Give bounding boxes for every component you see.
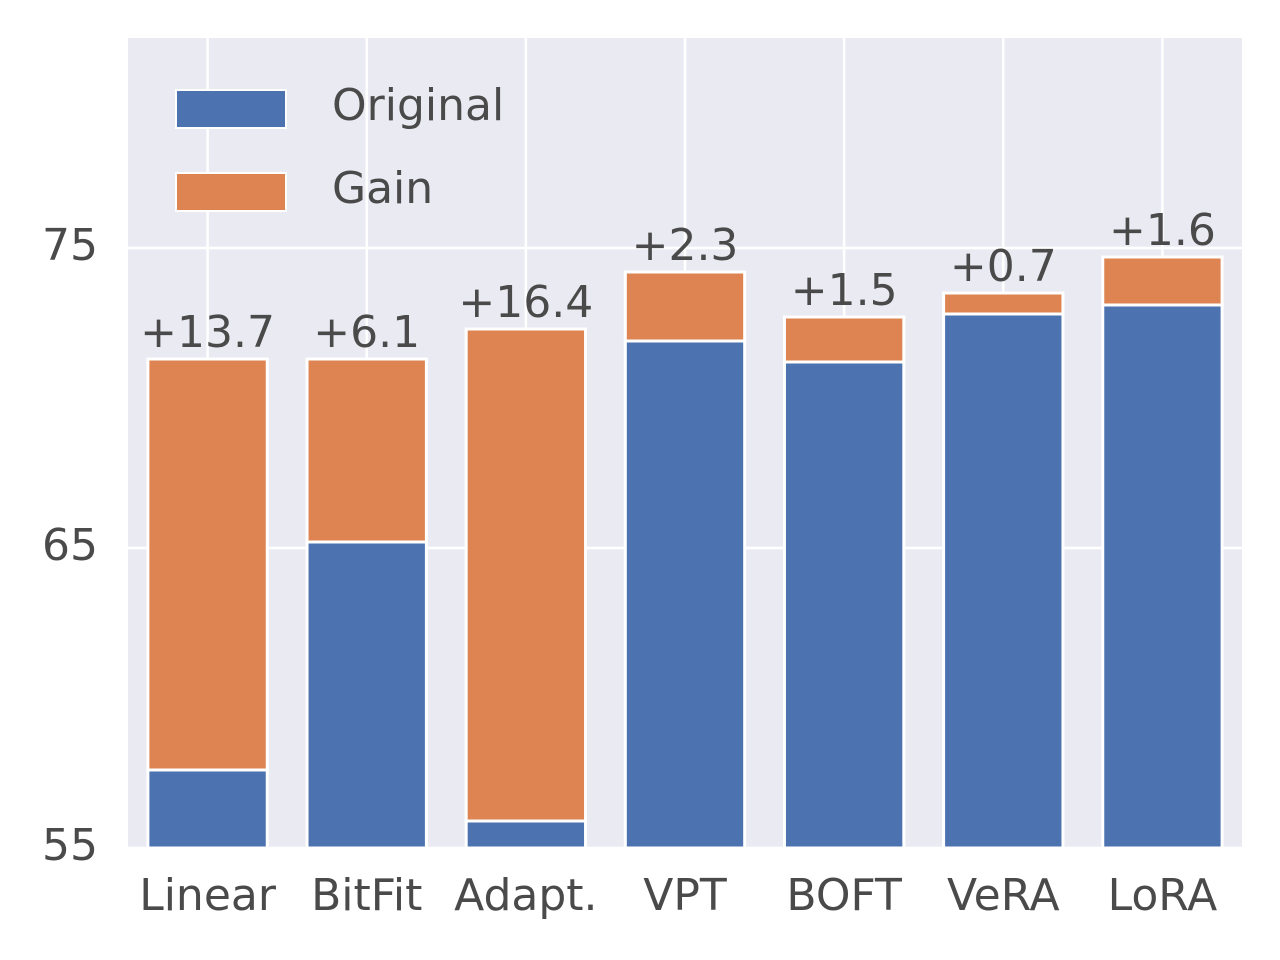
legend-swatch: [175, 89, 287, 129]
y-tick-label: 65: [42, 520, 98, 571]
value-label: +1.6: [1109, 205, 1216, 256]
x-tick-label: VeRA: [947, 870, 1060, 921]
bar-segment: [782, 360, 906, 850]
bar-segment: [464, 819, 588, 850]
bar-segment: [1101, 303, 1224, 850]
y-tick-label: 55: [42, 820, 98, 871]
legend-label: Gain: [332, 163, 433, 214]
bar-segment: [623, 270, 747, 343]
value-label: +1.5: [791, 265, 898, 316]
bar-segment: [146, 357, 269, 772]
x-tick-label: BOFT: [786, 870, 902, 921]
bar-segment: [146, 768, 269, 850]
bar-segment: [305, 357, 428, 544]
bar-segment: [305, 540, 428, 850]
value-label: +6.1: [313, 307, 420, 358]
x-tick-label: Linear: [139, 870, 277, 921]
bar-segment: [942, 312, 1065, 850]
value-label: +13.7: [140, 307, 275, 358]
value-label: +16.4: [458, 277, 593, 328]
bar-segment: [782, 315, 906, 364]
value-label: +0.7: [950, 241, 1057, 292]
y-tick-label: 75: [42, 220, 98, 271]
x-tick-label: Adapt.: [454, 870, 597, 921]
bar-segment: [1101, 255, 1224, 307]
legend-label: Original: [332, 80, 504, 131]
x-tick-label: BitFit: [311, 870, 422, 921]
legend-swatch: [175, 172, 287, 212]
x-tick-label: VPT: [643, 870, 727, 921]
bar-segment: [464, 327, 588, 823]
bar-segment: [623, 339, 747, 850]
x-tick-label: LoRA: [1108, 870, 1218, 921]
bar-segment: [942, 291, 1065, 316]
value-label: +2.3: [632, 220, 739, 271]
